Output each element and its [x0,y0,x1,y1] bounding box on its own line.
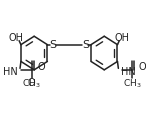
Text: OH: OH [114,32,130,42]
Text: $\mathregular{CH_3}$: $\mathregular{CH_3}$ [122,77,141,90]
Text: OH: OH [9,32,24,42]
Text: O: O [38,62,46,72]
Text: $\mathregular{CH_3}$: $\mathregular{CH_3}$ [22,77,41,90]
Text: S: S [82,40,89,50]
Text: HN: HN [3,67,17,77]
Text: O: O [138,62,146,72]
Text: HN: HN [121,67,136,77]
Text: S: S [49,40,56,50]
Text: O: O [28,78,35,87]
